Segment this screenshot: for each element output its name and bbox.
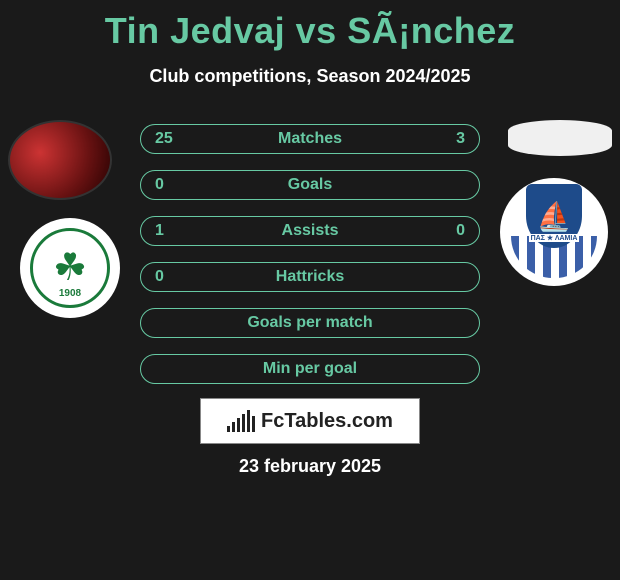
ship-icon: ⛵	[537, 200, 572, 233]
stat-label: Matches	[278, 130, 342, 148]
club-right-banner: ΠΑΣ ★ ΛΑΜΙΑ	[529, 234, 580, 242]
club-left-badge: ☘ 1908	[20, 218, 120, 318]
page-title: Tin Jedvaj vs SÃ¡nchez	[0, 0, 620, 52]
stat-row-gpm: Goals per match	[140, 308, 480, 338]
stat-label: Goals per match	[247, 314, 372, 332]
stats-container: 25 Matches 3 0 Goals 1 Assists 0 0 Hattr…	[140, 124, 480, 400]
date-label: 23 february 2025	[239, 456, 381, 477]
stat-value-right: 3	[435, 130, 465, 148]
player-left-avatar	[8, 120, 112, 200]
stat-row-assists: 1 Assists 0	[140, 216, 480, 246]
stat-row-goals: 0 Goals	[140, 170, 480, 200]
clover-icon: ☘	[53, 249, 87, 287]
fctables-logo[interactable]: FcTables.com	[200, 398, 420, 444]
stat-value-left: 1	[155, 222, 185, 240]
bars-icon	[227, 410, 255, 432]
club-left-year: 1908	[59, 288, 81, 299]
player-right-avatar	[508, 120, 612, 156]
stat-value-left: 25	[155, 130, 185, 148]
stat-label: Assists	[282, 222, 339, 240]
stat-value-right: 0	[435, 222, 465, 240]
stat-row-mpg: Min per goal	[140, 354, 480, 384]
stat-value-left: 0	[155, 176, 185, 194]
stat-row-matches: 25 Matches 3	[140, 124, 480, 154]
stat-label: Goals	[288, 176, 332, 194]
stat-label: Hattricks	[276, 268, 344, 286]
stat-value-left: 0	[155, 268, 185, 286]
stat-row-hattricks: 0 Hattricks	[140, 262, 480, 292]
stat-label: Min per goal	[263, 360, 357, 378]
club-right-badge: ⛵ ΠΑΣ ★ ΛΑΜΙΑ	[500, 178, 608, 286]
subtitle: Club competitions, Season 2024/2025	[0, 66, 620, 87]
logo-text: FcTables.com	[261, 410, 393, 433]
